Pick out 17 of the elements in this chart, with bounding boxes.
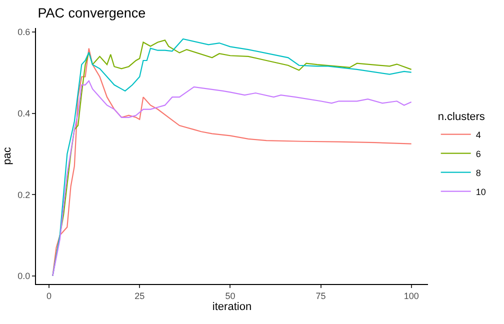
legend-label: 4 [476,130,481,140]
x-tick-label: 100 [404,290,419,301]
legend-label: 8 [476,168,481,178]
x-tick-label: 50 [225,290,236,301]
x-tick-label: 0 [46,290,52,301]
x-axis-title: iteration [212,301,252,313]
legend-label: 10 [476,186,486,197]
y-axis-title: pac [1,146,14,165]
y-tick-label: 0.0 [18,271,30,282]
legend-label: 6 [476,148,481,159]
y-tick-label: 0.4 [18,108,30,118]
legend-title: n.clusters [438,110,486,123]
x-tick-label: 75 [316,290,326,301]
chart-title: PAC convergence [38,6,146,21]
x-tick-label: 25 [134,290,145,301]
y-tick-label: 0.6 [18,27,30,38]
y-tick-label: 0.2 [18,190,30,200]
